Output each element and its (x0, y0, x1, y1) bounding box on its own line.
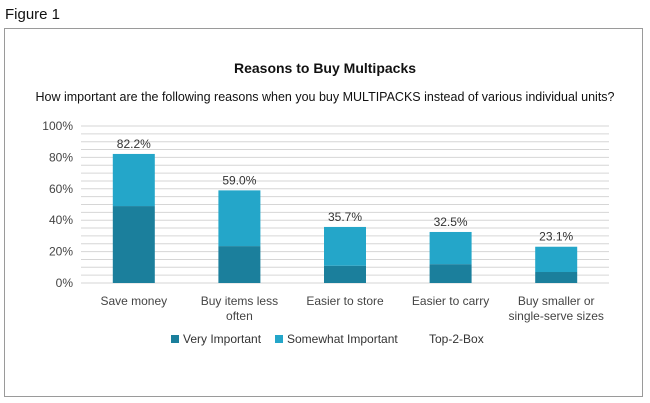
category-label: Buy items less often (201, 294, 278, 323)
bar-somewhat-important (112, 153, 155, 207)
legend-swatch (275, 335, 283, 343)
legend: Very Important Somewhat Important Top-2-Bo… (171, 332, 484, 346)
bar-somewhat-important (218, 190, 261, 247)
bars (112, 153, 578, 283)
top2box-label: 82.2% (117, 137, 151, 151)
bar-very-important (535, 272, 578, 283)
y-tick-label: 100% (42, 119, 73, 133)
legend-label: Top-2-Box (429, 332, 484, 346)
category-label: Easier to store (306, 294, 384, 308)
stacked-bar-chart: Reasons to Buy Multipacks How important … (36, 60, 615, 346)
legend-label: Very Important (183, 332, 262, 346)
y-tick-label: 80% (49, 150, 73, 164)
bar-somewhat-important (535, 246, 578, 273)
bar-very-important (429, 264, 472, 283)
bar-somewhat-important (429, 231, 472, 265)
chart-frame: Reasons to Buy Multipacks How important … (4, 28, 643, 397)
top2box-label: 32.5% (434, 215, 468, 229)
y-tick-label: 0% (56, 276, 74, 290)
bar-very-important (324, 265, 366, 283)
bar-very-important (112, 206, 155, 283)
x-axis-labels: Save money Buy items less often Easier to s… (100, 294, 603, 323)
top2box-label: 35.7% (328, 210, 362, 224)
category-label: Easier to carry (412, 294, 489, 308)
chart-title: Reasons to Buy Multipacks (234, 60, 416, 76)
chart-subtitle: How important are the following reasons … (36, 90, 615, 104)
bar-very-important (218, 246, 261, 283)
data-labels: 82.2% 59.0% 35.7% 32.5% 23.1% (117, 137, 574, 244)
bar-somewhat-important (324, 226, 366, 266)
y-tick-label: 20% (49, 245, 73, 259)
top2box-label: 59.0% (222, 173, 256, 187)
figure-label: Figure 1 (5, 6, 61, 23)
legend-swatch (171, 335, 179, 343)
top2box-label: 23.1% (539, 230, 573, 244)
category-label: Save money (100, 294, 167, 308)
category-label: Buy smaller or single-serve sizes (509, 294, 604, 323)
y-axis-ticks: 0% 20% 40% 60% 80% 100% (42, 119, 73, 290)
gridlines (81, 125, 609, 284)
legend-label: Somewhat Important (287, 332, 398, 346)
y-tick-label: 60% (49, 182, 73, 196)
y-tick-label: 40% (49, 213, 73, 227)
